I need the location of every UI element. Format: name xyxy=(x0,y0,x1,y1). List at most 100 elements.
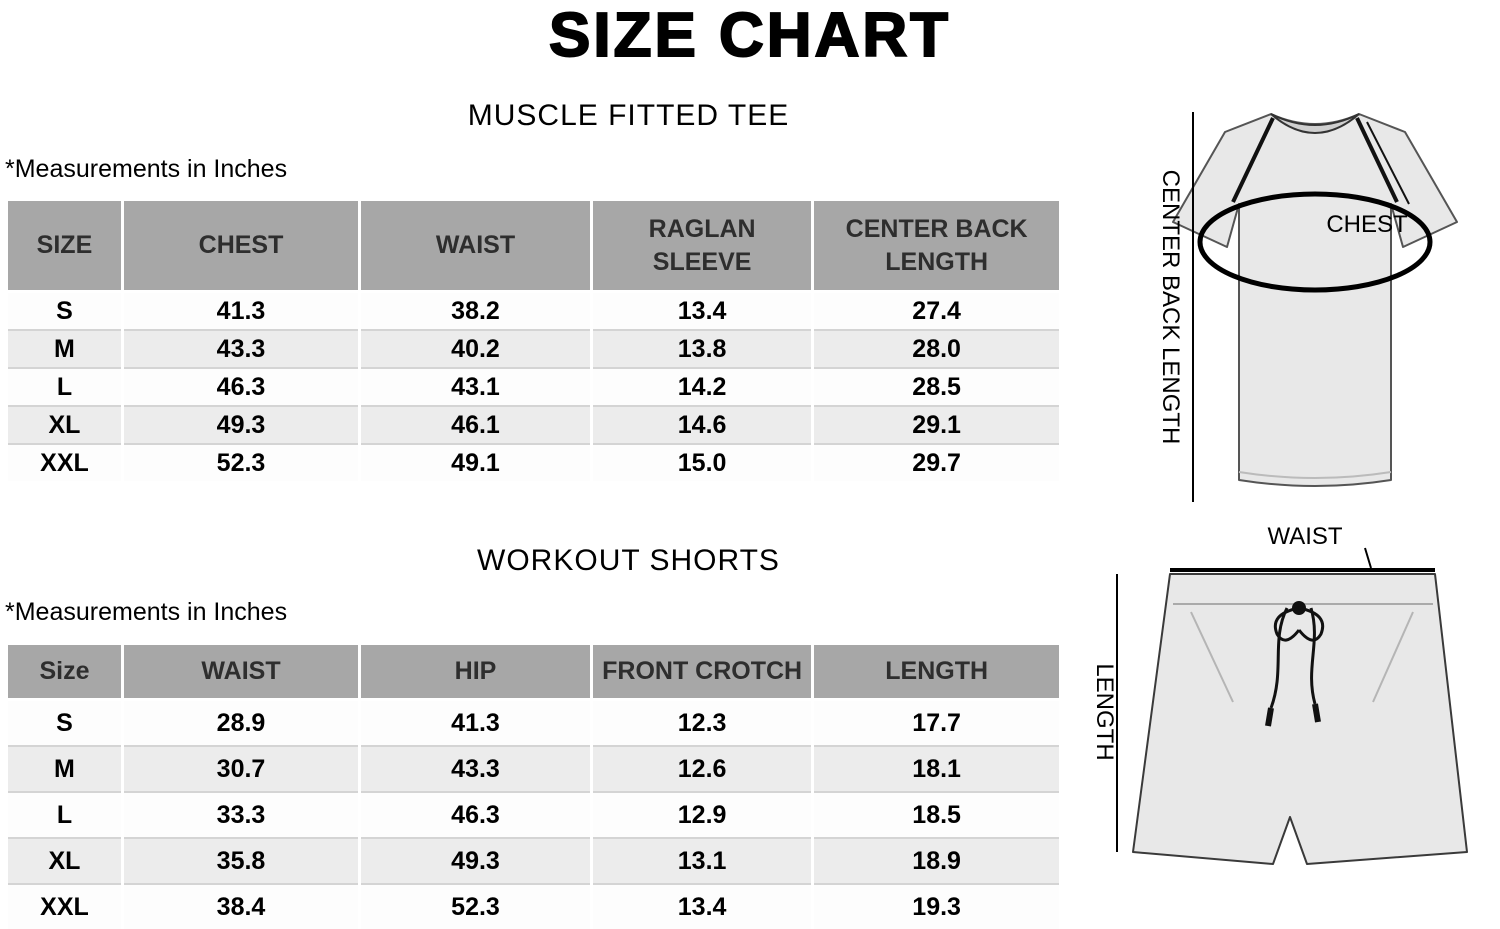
table-cell: 35.8 xyxy=(120,836,362,884)
table-cell: 28.0 xyxy=(811,329,1062,368)
table-cell: 12.6 xyxy=(589,744,815,792)
table-cell: 14.2 xyxy=(589,367,815,406)
table-cell: 33.3 xyxy=(120,790,362,838)
drawstring-cord-right xyxy=(1309,607,1317,705)
table-row: M 43.3 40.2 13.8 28.0 xyxy=(5,329,1062,368)
drawstring-aglet-right xyxy=(1312,703,1321,723)
table-cell: XL xyxy=(5,836,124,884)
table-cell: 14.6 xyxy=(589,405,815,444)
page-title: SIZE CHART xyxy=(548,0,951,71)
column-header: CHEST xyxy=(120,198,362,293)
table-cell: 43.3 xyxy=(358,744,593,792)
shorts-illustration: WAIST LENGTH xyxy=(1075,512,1500,917)
table-cell: 46.1 xyxy=(358,405,593,444)
table-row: XL 49.3 46.1 14.6 29.1 xyxy=(5,405,1062,444)
table-cell: 46.3 xyxy=(120,367,362,406)
shorts-body xyxy=(1132,573,1468,865)
table-row: XL 35.8 49.3 13.1 18.9 xyxy=(5,836,1062,884)
table-cell: 52.3 xyxy=(358,882,593,929)
table-cell: 27.4 xyxy=(811,290,1062,330)
table-cell: 29.1 xyxy=(811,405,1062,444)
shorts-section-heading: WORKOUT SHORTS xyxy=(477,544,780,577)
tee-raglan-seam-left xyxy=(1231,117,1275,203)
waist-label: WAIST xyxy=(1267,523,1342,550)
table-cell: 13.4 xyxy=(589,882,815,929)
drawstring-cord-left xyxy=(1269,607,1289,709)
table-cell: M xyxy=(5,329,124,368)
tee-sleeve-stripe-right xyxy=(1366,121,1410,205)
table-cell: XXL xyxy=(5,443,124,481)
chest-label: CHEST xyxy=(1326,211,1408,238)
tee-table-header-row: SIZE CHEST WAIST RAGLAN SLEEVE CENTER BACK L… xyxy=(5,198,1062,293)
shorts-illustration-svg: WAIST LENGTH xyxy=(1091,523,1468,865)
table-cell: 12.3 xyxy=(589,698,815,746)
shorts-pocket-seam-left xyxy=(1190,611,1234,703)
column-header: LENGTH xyxy=(811,642,1062,701)
tee-illustration-svg: CHEST CENTER BACK LENGTH xyxy=(1157,112,1458,502)
table-cell: 30.7 xyxy=(120,744,362,792)
table-cell: XXL xyxy=(5,882,124,929)
tee-section-heading: MUSCLE FITTED TEE xyxy=(467,99,790,132)
column-header: WAIST xyxy=(120,642,362,701)
table-cell: S xyxy=(5,290,124,330)
table-cell: M xyxy=(5,744,124,792)
center-back-length-label: CENTER BACK LENGTH xyxy=(1157,170,1184,445)
table-cell: 15.0 xyxy=(589,443,815,481)
column-header: CENTER BACK LENGTH xyxy=(811,198,1062,293)
table-row: S 28.9 41.3 12.3 17.7 xyxy=(5,698,1062,746)
table-cell: L xyxy=(5,367,124,406)
table-cell: XL xyxy=(5,405,124,444)
table-cell: 43.3 xyxy=(120,329,362,368)
table-cell: 12.9 xyxy=(589,790,815,838)
column-header: Size xyxy=(5,642,124,701)
chest-measure-ellipse xyxy=(1197,191,1433,293)
tee-illustration: CHEST CENTER BACK LENGTH xyxy=(1075,82,1500,512)
table-cell: 41.3 xyxy=(120,290,362,330)
table-cell: 28.5 xyxy=(811,367,1062,406)
table-row: M 30.7 43.3 12.6 18.1 xyxy=(5,744,1062,792)
table-row: L 33.3 46.3 12.9 18.5 xyxy=(5,790,1062,838)
tee-collar xyxy=(1270,113,1360,134)
column-header: HIP xyxy=(358,642,593,701)
tee-raglan-seam-right xyxy=(1355,117,1399,203)
column-header: RAGLAN SLEEVE xyxy=(589,198,815,293)
tee-hem-line xyxy=(1238,471,1392,479)
table-cell: 28.9 xyxy=(120,698,362,746)
table-cell: 43.1 xyxy=(358,367,593,406)
tee-body xyxy=(1172,113,1458,487)
drawstring-aglet-left xyxy=(1265,707,1274,727)
table-cell: 38.4 xyxy=(120,882,362,929)
length-label: LENGTH xyxy=(1091,663,1118,760)
size-tables-column: MUSCLE FITTED TEE *Measurements in Inche… xyxy=(5,86,1062,929)
table-row: XXL 52.3 49.1 15.0 29.7 xyxy=(5,443,1062,481)
table-cell: 18.9 xyxy=(811,836,1062,884)
table-cell: 46.3 xyxy=(358,790,593,838)
table-row: S 41.3 38.2 13.4 27.4 xyxy=(5,290,1062,330)
waist-label-tick xyxy=(1364,547,1372,569)
column-header: FRONT CROTCH xyxy=(589,642,815,701)
table-cell: 40.2 xyxy=(358,329,593,368)
tee-measurements-note: *Measurements in Inches xyxy=(5,155,288,183)
table-cell: 49.1 xyxy=(358,443,593,481)
shorts-pocket-seam-right xyxy=(1372,611,1414,703)
table-cell: L xyxy=(5,790,124,838)
table-cell: 29.7 xyxy=(811,443,1062,481)
table-cell: 41.3 xyxy=(358,698,593,746)
table-cell: 49.3 xyxy=(120,405,362,444)
table-row: XXL 38.4 52.3 13.4 19.3 xyxy=(5,882,1062,929)
tee-size-table: SIZE CHEST WAIST RAGLAN SLEEVE CENTER BACK L… xyxy=(5,198,1062,481)
table-cell: 52.3 xyxy=(120,443,362,481)
table-cell: 17.7 xyxy=(811,698,1062,746)
table-cell: S xyxy=(5,698,124,746)
column-header: SIZE xyxy=(5,198,124,293)
table-cell: 13.1 xyxy=(589,836,815,884)
table-row: L 46.3 43.1 14.2 28.5 xyxy=(5,367,1062,406)
table-cell: 38.2 xyxy=(358,290,593,330)
table-cell: 19.3 xyxy=(811,882,1062,929)
shorts-table-header-row: Size WAIST HIP FRONT CROTCH LENGTH xyxy=(5,642,1062,701)
table-cell: 49.3 xyxy=(358,836,593,884)
table-cell: 18.5 xyxy=(811,790,1062,838)
table-cell: 18.1 xyxy=(811,744,1062,792)
shorts-size-table: Size WAIST HIP FRONT CROTCH LENGTH S 28.9 41.3… xyxy=(5,642,1062,929)
shorts-measurements-note: *Measurements in Inches xyxy=(5,598,288,626)
